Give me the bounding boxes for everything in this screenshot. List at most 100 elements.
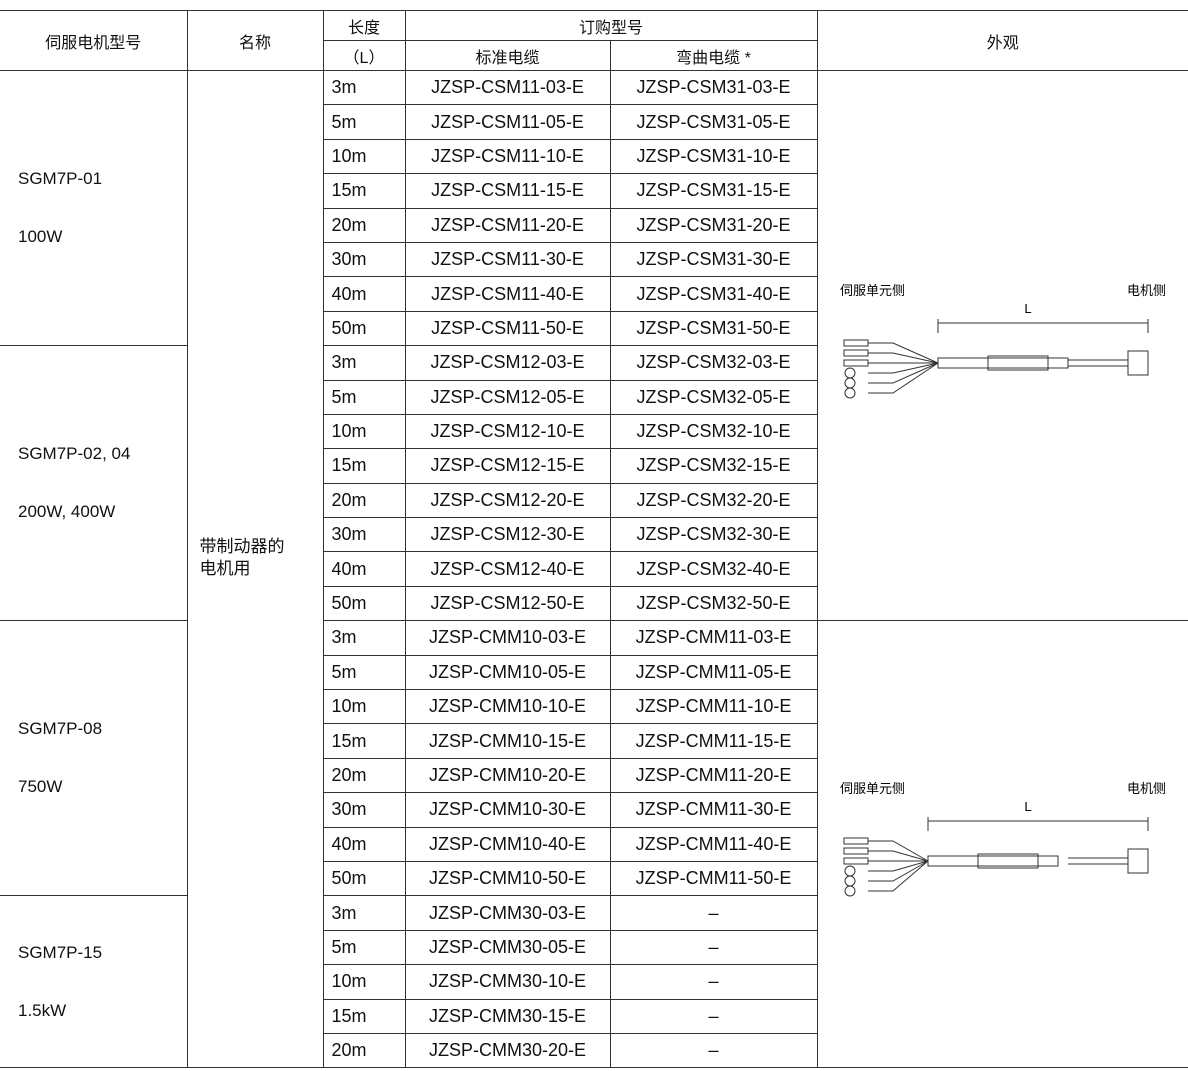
- model-name: SGM7P-08: [18, 719, 103, 739]
- wire: [867, 850, 928, 862]
- cable: [1067, 359, 1128, 367]
- cable-figure: 伺服单元侧 电机侧 L: [840, 781, 1166, 897]
- standard-cell: JZSP-CMM30-10-E: [404, 964, 611, 1000]
- wire: [867, 362, 938, 374]
- model-cell: SGM7P-15 1.5kW: [0, 895, 188, 1069]
- standard-cell: JZSP-CSM11-05-E: [404, 104, 611, 140]
- model-name: SGM7P-01: [18, 169, 103, 189]
- length-cell: 30m: [323, 241, 406, 278]
- wire: [867, 362, 938, 384]
- data-row: 5m JZSP-CSM11-05-E JZSP-CSM31-05-E: [0, 104, 1188, 140]
- appearance-cell: 伺服单元侧 电机侧 L: [816, 69, 1188, 622]
- length-cell: 5m: [323, 654, 406, 691]
- bent-cell: JZSP-CSM32-20-E: [609, 482, 818, 519]
- data-row: 10m JZSP-CMM10-10-E JZSP-CMM11-10-E: [0, 689, 1188, 725]
- model-power: 100W: [18, 227, 63, 247]
- standard-cell: JZSP-CSM12-30-E: [404, 517, 611, 553]
- header-cell: 订购型号: [404, 10, 818, 41]
- wire: [867, 860, 928, 872]
- figure-label: L: [1024, 799, 1031, 814]
- cable: [1067, 857, 1128, 865]
- header-cell: 名称: [186, 10, 324, 71]
- standard-cell: JZSP-CSM12-10-E: [404, 413, 611, 450]
- bent-cell: –: [609, 998, 818, 1034]
- header-row: （L） 标准电缆 弯曲电缆 *: [0, 40, 1188, 71]
- header-cell: 伺服电机型号: [0, 10, 188, 71]
- length-cell: 50m: [323, 310, 406, 347]
- header-cell: 弯曲电缆 *: [609, 40, 818, 71]
- data-row: 5m JZSP-CMM30-05-E –: [0, 929, 1188, 966]
- length-cell: 15m: [323, 723, 406, 759]
- bent-cell: JZSP-CSM31-03-E: [609, 69, 818, 106]
- cable-drawing: [843, 318, 1149, 399]
- terminal: [843, 359, 869, 367]
- model-name: SGM7P-15: [18, 942, 103, 962]
- data-row: 15m JZSP-CMM10-15-E JZSP-CMM11-15-E: [0, 723, 1188, 759]
- data-row: SGM7P-08 750W 3m JZSP-CMM10-03-E JZSP-CMM11-…: [0, 620, 1188, 1069]
- bent-cell: JZSP-CSM31-20-E: [609, 207, 818, 243]
- data-row: 10m JZSP-CSM12-10-E JZSP-CSM32-10-E: [0, 413, 1188, 450]
- model-cell: SGM7P-02, 04 200W, 400W: [0, 345, 188, 622]
- bent-cell: JZSP-CMM11-15-E: [609, 723, 818, 759]
- data-row: 10m JZSP-CSM11-10-E JZSP-CSM31-10-E: [0, 138, 1188, 175]
- header-cell: 标准电缆: [404, 40, 611, 71]
- bent-cell: JZSP-CSM32-10-E: [609, 413, 818, 450]
- dim-line: [937, 318, 1149, 333]
- length-cell: 15m: [323, 448, 406, 484]
- length-cell: 15m: [323, 173, 406, 209]
- data-row: 50m JZSP-CSM12-50-E JZSP-CSM32-50-E: [0, 585, 1188, 622]
- cable-sleeve: [977, 853, 1039, 869]
- figure-label: 伺服单元侧: [840, 781, 905, 796]
- bent-cell: JZSP-CSM32-40-E: [609, 551, 818, 587]
- appearance-cell: 伺服单元侧 电机侧 L: [816, 620, 1188, 1069]
- connector: [1127, 848, 1149, 874]
- bent-cell: JZSP-CMM11-20-E: [609, 757, 818, 794]
- bent-cell: JZSP-CSM32-15-E: [609, 448, 818, 484]
- standard-cell: JZSP-CSM12-15-E: [404, 448, 611, 484]
- standard-cell: JZSP-CMM10-50-E: [404, 860, 611, 897]
- bent-cell: JZSP-CMM11-30-E: [609, 792, 818, 828]
- standard-cell: JZSP-CSM11-20-E: [404, 207, 611, 243]
- data-row: 5m JZSP-CSM12-05-E JZSP-CSM32-05-E: [0, 379, 1188, 415]
- length-cell: 15m: [323, 998, 406, 1034]
- wire: [867, 860, 929, 892]
- terminal: [843, 847, 869, 855]
- bent-cell: JZSP-CMM11-03-E: [609, 620, 818, 656]
- cable-body: [927, 855, 1059, 867]
- bent-cell: JZSP-CSM31-05-E: [609, 104, 818, 140]
- data-row: 40m JZSP-CMM10-40-E JZSP-CMM11-40-E: [0, 826, 1188, 862]
- bent-cell: –: [609, 1032, 818, 1069]
- bent-cell: JZSP-CSM32-03-E: [609, 345, 818, 381]
- length-cell: 50m: [323, 860, 406, 897]
- standard-cell: JZSP-CSM11-30-E: [404, 241, 611, 278]
- standard-cell: JZSP-CMM10-15-E: [404, 723, 611, 759]
- length-cell: 20m: [323, 757, 406, 794]
- standard-cell: JZSP-CMM30-15-E: [404, 998, 611, 1034]
- dim-line: [927, 817, 1149, 832]
- data-row: 10m JZSP-CMM30-10-E –: [0, 964, 1188, 1000]
- bent-cell: JZSP-CSM31-40-E: [609, 276, 818, 312]
- terminal: [844, 377, 856, 389]
- length-cell: 40m: [323, 551, 406, 587]
- standard-cell: JZSP-CSM12-50-E: [404, 585, 611, 622]
- bent-cell: JZSP-CMM11-05-E: [609, 654, 818, 691]
- standard-cell: JZSP-CMM10-40-E: [404, 826, 611, 862]
- cable-body: [937, 357, 1069, 369]
- terminal: [843, 349, 869, 357]
- standard-cell: JZSP-CSM12-03-E: [404, 345, 611, 381]
- figure-label: L: [1024, 301, 1031, 316]
- wire: [867, 342, 938, 364]
- bent-cell: JZSP-CSM31-15-E: [609, 173, 818, 209]
- length-cell: 10m: [323, 138, 406, 175]
- model-cell: SGM7P-08 750W: [0, 620, 188, 897]
- length-cell: 3m: [322, 620, 406, 656]
- length-cell: 30m: [323, 792, 406, 828]
- length-cell: 3m: [322, 69, 406, 106]
- standard-cell: JZSP-CSM12-40-E: [404, 551, 611, 587]
- bent-cell: JZSP-CSM31-50-E: [609, 310, 818, 347]
- length-cell: 10m: [323, 413, 406, 450]
- standard-cell: JZSP-CMM10-10-E: [404, 689, 611, 725]
- data-row: 15m JZSP-CMM30-15-E –: [0, 998, 1188, 1034]
- terminal: [844, 367, 856, 379]
